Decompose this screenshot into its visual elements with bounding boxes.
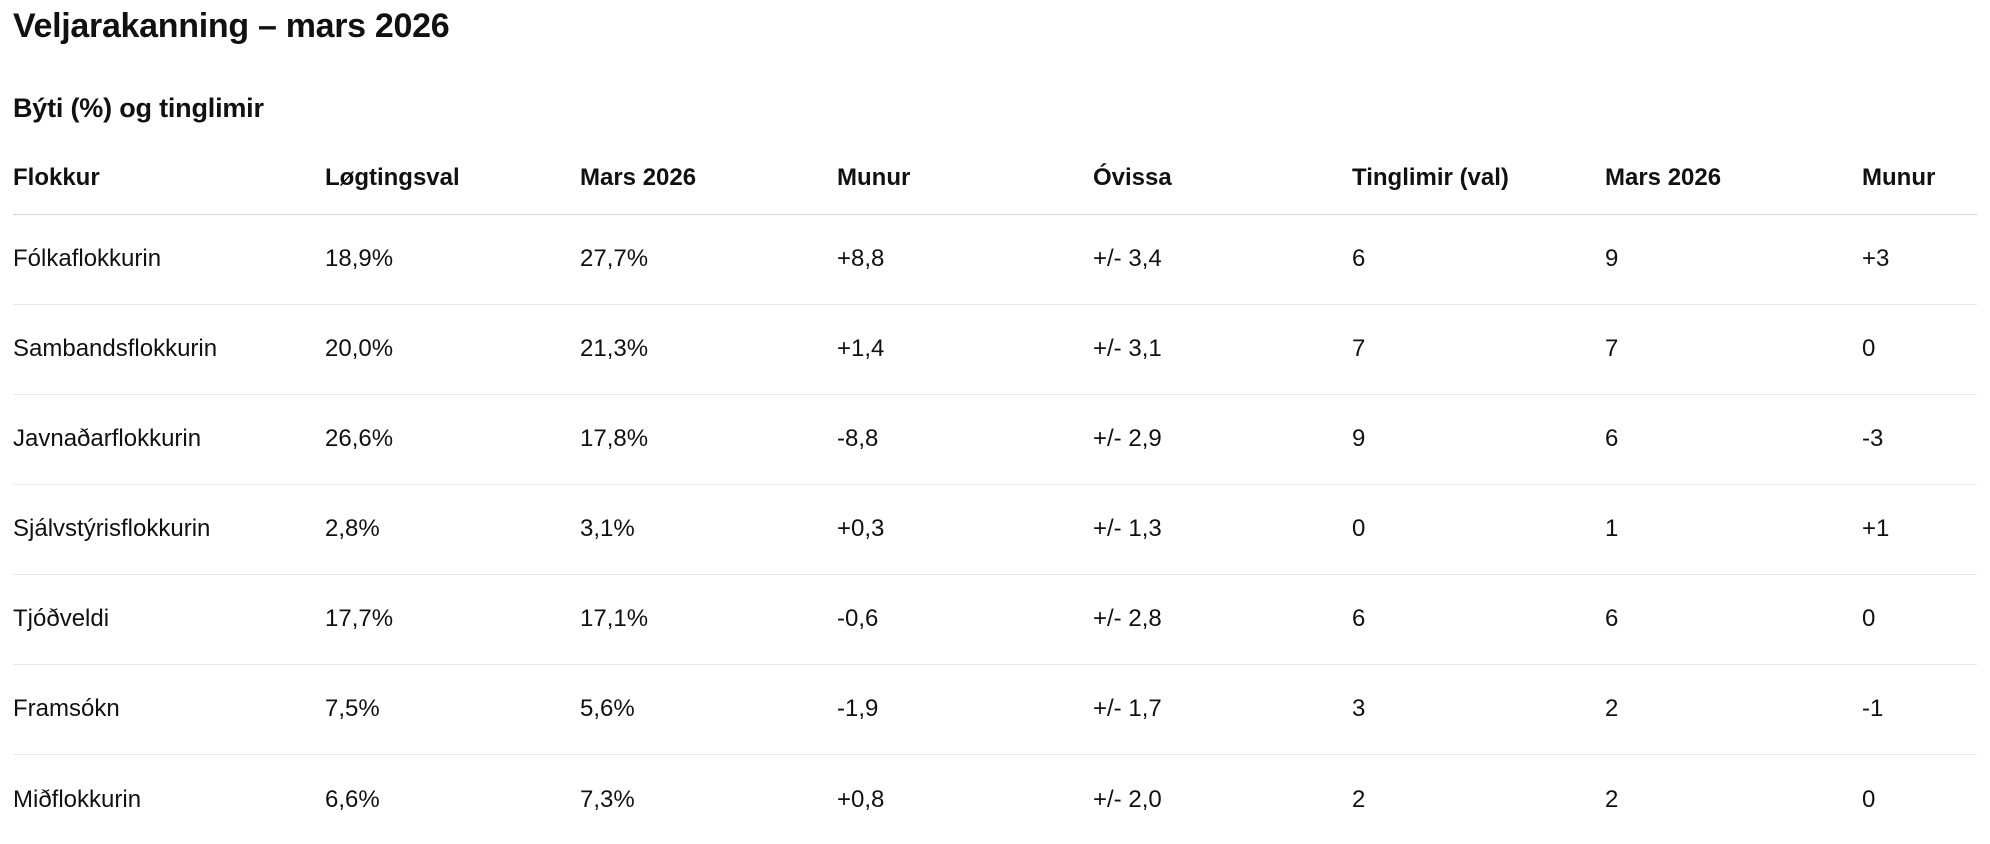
- table-row: Javnaðarflokkurin 26,6% 17,8% -8,8 +/- 2…: [13, 394, 1977, 485]
- tinglimir-val-cell: 6: [1352, 574, 1605, 665]
- logtingsval-cell: 2,8%: [325, 484, 580, 575]
- munur-pct-cell: -8,8: [837, 394, 1093, 485]
- munur-seats-cell: 0: [1862, 304, 1977, 395]
- mars-pct-cell: 21,3%: [580, 304, 837, 395]
- ovissa-cell: +/- 1,7: [1093, 664, 1352, 755]
- party-name-cell: Miðflokkurin: [13, 785, 142, 813]
- tinglimir-val-cell: 9: [1352, 394, 1605, 485]
- party-name-cell: Framsókn: [13, 664, 325, 755]
- section-title: Býti (%) og tinglimir: [13, 92, 264, 123]
- column-header-flokkur: Flokkur: [13, 141, 325, 215]
- mars-pct-cell: 17,1%: [580, 574, 837, 665]
- logtingsval-cell: 17,7%: [325, 574, 580, 665]
- mars-seats-cell: 9: [1605, 214, 1862, 305]
- ovissa-cell: +/- 1,3: [1093, 484, 1352, 575]
- table-header-row: Flokkur Løgtingsval Mars 2026 Munur Óvis…: [13, 141, 1977, 215]
- table-row: Fólkaflokkurin 18,9% 27,7% +8,8 +/- 3,4 …: [13, 214, 1977, 305]
- munur-seats-cell: 0: [1862, 574, 1977, 665]
- page-title: Veljarakanning – mars 2026: [13, 7, 450, 45]
- mars-pct-cell: 7,3%: [580, 785, 635, 813]
- mars-pct-cell: 27,7%: [580, 214, 837, 305]
- munur-seats-cell: -3: [1862, 394, 1977, 485]
- munur-pct-cell: +0,3: [837, 484, 1093, 575]
- table-row: Miðflokkurin 6,6% 7,3% +0,8 +/- 2,0 2 2 …: [13, 754, 1977, 844]
- tinglimir-val-cell: 0: [1352, 484, 1605, 575]
- tinglimir-val-cell: 7: [1352, 304, 1605, 395]
- mars-pct-cell: 5,6%: [580, 664, 837, 755]
- ovissa-cell: +/- 3,1: [1093, 304, 1352, 395]
- munur-pct-cell: +8,8: [837, 214, 1093, 305]
- table-row: Sambandsflokkurin 20,0% 21,3% +1,4 +/- 3…: [13, 304, 1977, 395]
- mars-seats-cell: 2: [1605, 664, 1862, 755]
- ovissa-cell: +/- 3,4: [1093, 214, 1352, 305]
- party-name-cell: Tjóðveldi: [13, 574, 325, 665]
- ovissa-cell: +/- 2,8: [1093, 574, 1352, 665]
- mars-seats-cell: 6: [1605, 394, 1862, 485]
- column-header-tinglimir-val: Tinglimir (val): [1352, 141, 1605, 215]
- ovissa-cell: +/- 2,0: [1093, 785, 1162, 813]
- munur-pct-cell: +1,4: [837, 304, 1093, 395]
- party-name-cell: Sambandsflokkurin: [13, 304, 325, 395]
- mars-pct-cell: 3,1%: [580, 484, 837, 575]
- column-header-munur-seats: Munur: [1862, 141, 1977, 215]
- party-name-cell: Fólkaflokkurin: [13, 214, 325, 305]
- munur-seats-cell: -1: [1862, 664, 1977, 755]
- munur-pct-cell: -0,6: [837, 574, 1093, 665]
- logtingsval-cell: 18,9%: [325, 214, 580, 305]
- column-header-ovissa: Óvissa: [1093, 141, 1352, 215]
- mars-seats-cell: 6: [1605, 574, 1862, 665]
- munur-pct-cell: +0,8: [837, 785, 885, 813]
- table-row: Tjóðveldi 17,7% 17,1% -0,6 +/- 2,8 6 6 0: [13, 574, 1977, 665]
- logtingsval-cell: 26,6%: [325, 394, 580, 485]
- mars-pct-cell: 17,8%: [580, 394, 837, 485]
- column-header-mars-2026-seats: Mars 2026: [1605, 141, 1862, 215]
- tinglimir-val-cell: 3: [1352, 664, 1605, 755]
- logtingsval-cell: 7,5%: [325, 664, 580, 755]
- tinglimir-val-cell: 2: [1352, 785, 1366, 813]
- table-row: Framsókn 7,5% 5,6% -1,9 +/- 1,7 3 2 -1: [13, 664, 1977, 755]
- munur-seats-cell: +1: [1862, 484, 1977, 575]
- table-row: Sjálvstýrisflokkurin 2,8% 3,1% +0,3 +/- …: [13, 484, 1977, 575]
- munur-seats-cell: +3: [1862, 214, 1977, 305]
- mars-seats-cell: 7: [1605, 304, 1862, 395]
- logtingsval-cell: 20,0%: [325, 304, 580, 395]
- mars-seats-cell: 2: [1605, 785, 1619, 813]
- ovissa-cell: +/- 2,9: [1093, 394, 1352, 485]
- mars-seats-cell: 1: [1605, 484, 1862, 575]
- munur-pct-cell: -1,9: [837, 664, 1093, 755]
- munur-seats-cell: 0: [1862, 785, 1876, 813]
- table-header: Flokkur Løgtingsval Mars 2026 Munur Óvis…: [13, 141, 1977, 215]
- column-header-logtingsval: Løgtingsval: [325, 141, 580, 215]
- party-name-cell: Sjálvstýrisflokkurin: [13, 484, 325, 575]
- logtingsval-cell: 6,6%: [325, 785, 380, 813]
- tinglimir-val-cell: 6: [1352, 214, 1605, 305]
- column-header-munur-pct: Munur: [837, 141, 1093, 215]
- table-body: Fólkaflokkurin 18,9% 27,7% +8,8 +/- 3,4 …: [13, 214, 1977, 844]
- column-header-mars-2026-pct: Mars 2026: [580, 141, 837, 215]
- poll-results-table: Flokkur Løgtingsval Mars 2026 Munur Óvis…: [13, 141, 1977, 844]
- party-name-cell: Javnaðarflokkurin: [13, 394, 325, 485]
